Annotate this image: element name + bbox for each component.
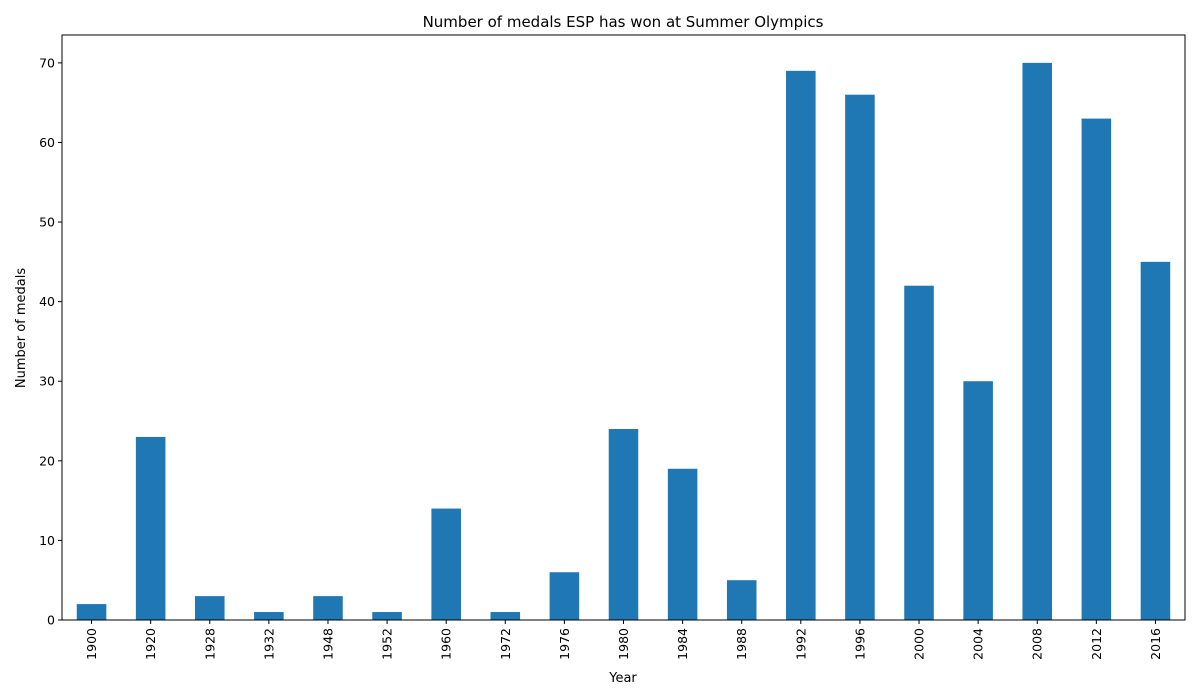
x-tick-label: 1996: [852, 628, 867, 660]
x-tick-label: 1984: [675, 628, 690, 660]
bar-1992: [786, 70, 816, 620]
bar-1932: [254, 612, 284, 620]
bar-1960: [431, 508, 461, 620]
y-tick-label: 0: [47, 613, 55, 628]
y-tick-label: 30: [39, 374, 55, 389]
bar-1928: [194, 596, 225, 620]
x-tick-label: 2000: [912, 628, 927, 660]
bar-1920: [135, 436, 166, 620]
x-tick-label: 2016: [1148, 628, 1163, 660]
bar-1900: [76, 604, 107, 620]
x-axis-label: Year: [608, 671, 637, 686]
x-tick-label: 1992: [793, 628, 808, 660]
bar-1972: [490, 612, 521, 620]
x-tick-label: 1900: [84, 628, 99, 660]
x-tick-label: 1988: [734, 628, 749, 660]
bar-2008: [1022, 62, 1053, 621]
bar-1984: [667, 468, 698, 620]
x-tick-label: 2008: [1030, 628, 1045, 660]
y-axis-label: Number of medals: [14, 268, 29, 389]
x-tick-label: 1948: [320, 628, 335, 660]
y-axis-ticks: 0 10 20 30 40 50 60 70: [39, 55, 62, 628]
chart-title: Number of medals ESP has won at Summer O…: [423, 13, 824, 31]
x-tick-label: 1928: [202, 628, 217, 660]
x-axis-ticks: 1900 1920 1928 1932 1948 1952 1960 1972 1976 1980…: [84, 620, 1163, 660]
bar-1952: [372, 612, 402, 620]
bars-group: [76, 62, 1171, 621]
x-tick-label: 2004: [971, 628, 986, 660]
y-tick-label: 40: [39, 294, 55, 309]
x-tick-label: 1920: [143, 628, 158, 660]
x-tick-label: 1952: [380, 628, 395, 660]
bar-2000: [904, 285, 934, 620]
bar-1988: [726, 580, 757, 620]
y-tick-label: 10: [39, 533, 55, 548]
plot-frame: [61, 34, 1186, 621]
bar-1980: [608, 428, 639, 620]
bar-2016: [1140, 261, 1171, 620]
x-tick-label: 2012: [1089, 628, 1104, 660]
x-tick-label: 1960: [439, 628, 454, 660]
y-tick-label: 60: [39, 135, 55, 150]
y-tick-label: 50: [39, 215, 55, 230]
y-tick-label: 70: [39, 55, 55, 70]
x-tick-label: 1980: [616, 628, 631, 660]
bar-1996: [845, 94, 875, 621]
x-tick-label: 1972: [498, 628, 513, 660]
y-tick-label: 20: [39, 453, 55, 468]
bar-2012: [1081, 118, 1112, 621]
x-tick-label: 1932: [261, 628, 276, 660]
bar-2004: [963, 381, 993, 620]
bar-1976: [549, 572, 580, 620]
bar-1948: [313, 596, 343, 620]
x-tick-label: 1976: [557, 628, 572, 660]
